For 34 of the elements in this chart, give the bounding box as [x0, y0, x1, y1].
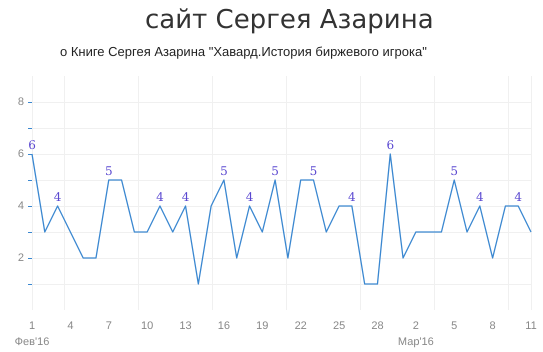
- y-tick-label: 6: [18, 148, 24, 160]
- data-label: 5: [220, 164, 228, 178]
- data-label: 5: [310, 164, 318, 178]
- data-label: 6: [28, 138, 36, 152]
- data-label: 4: [156, 190, 164, 204]
- x-tick-label: 8: [490, 320, 496, 332]
- x-tick-label: 1 Фев'16: [14, 320, 50, 348]
- chart-title: сайт Сергея Азарина: [145, 5, 434, 35]
- x-tick-label: 10: [141, 320, 154, 332]
- x-tick-label: 2 Мар'16: [398, 320, 434, 348]
- data-label: 4: [514, 190, 522, 204]
- x-tick-label: 11: [525, 320, 537, 332]
- data-label: 4: [246, 190, 254, 204]
- x-tick-label: 19: [256, 320, 268, 332]
- chart-subtitle: о Книге Сергея Азарина "Хавард.История биржевого игрока": [60, 44, 428, 59]
- x-tick-label: 22: [294, 320, 307, 332]
- x-tick-label: 28: [371, 320, 384, 332]
- data-label: 5: [104, 164, 113, 178]
- data-label: 5: [450, 164, 458, 178]
- data-label: 4: [476, 190, 484, 204]
- x-tick-label: 25: [332, 320, 346, 332]
- y-tick-label: 2: [18, 252, 24, 264]
- data-label: 4: [54, 190, 62, 204]
- x-tick-label: 4: [67, 320, 74, 332]
- data-label: 4: [182, 190, 190, 204]
- x-tick-label: 13: [179, 320, 192, 332]
- x-tick-label: 16: [218, 320, 230, 332]
- y-tick-label: 4: [18, 200, 24, 212]
- data-label: 4: [348, 190, 356, 204]
- data-label: 5: [271, 164, 279, 178]
- data-label: 6: [386, 138, 394, 152]
- y-tick-label: 8: [18, 96, 24, 108]
- x-tick-label: 7: [106, 320, 112, 332]
- x-tick-label: 5: [451, 320, 458, 332]
